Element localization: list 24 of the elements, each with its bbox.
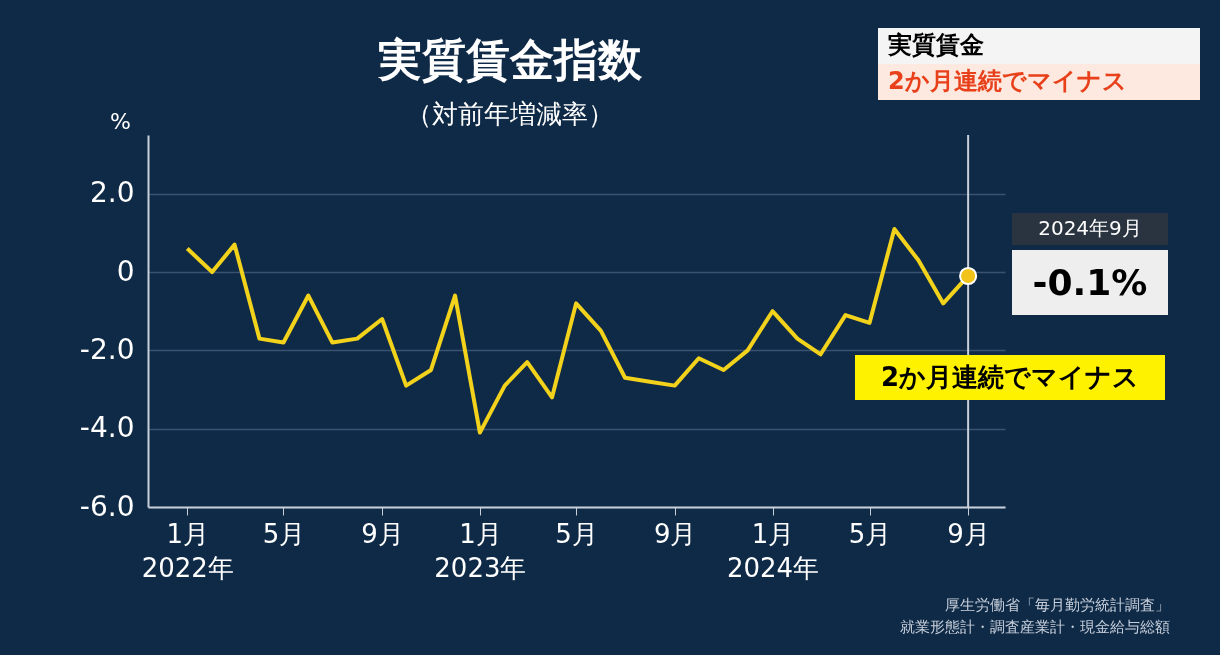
chart-title: 実質賃金指数 xyxy=(377,34,643,85)
text: -0.1% xyxy=(1032,262,1148,303)
x-tick-label: 9月 xyxy=(947,518,990,549)
y-tick-label: 2.0 xyxy=(89,176,135,210)
y-tick-label: -4.0 xyxy=(79,411,135,445)
x-tick-label: 1月 2024年 xyxy=(726,518,820,583)
y-tick-label: -6.0 xyxy=(79,489,135,523)
chart-subtitle: （対前年増減率） xyxy=(406,99,614,129)
text: 2か月連続でマイナス xyxy=(888,67,1127,95)
y-tick-label: 0 xyxy=(116,254,135,288)
x-tick-label: 5月 xyxy=(555,518,598,549)
x-tick-label: 5月 xyxy=(848,518,892,549)
annotation: 2か月連続でマイナス xyxy=(880,362,1140,392)
y-tick-label: -2.0 xyxy=(79,332,135,366)
text: 実質賃金 xyxy=(887,31,984,59)
text: 就業形態計・調査産業計・現金給与総額 xyxy=(900,618,1170,636)
x-tick-label: 1月 2023年 xyxy=(434,518,527,583)
x-tick-label: 9月 xyxy=(653,518,697,549)
text: 厚生労働省「毎月勤労統計調査」 xyxy=(945,596,1170,614)
x-tick-label: 5月 xyxy=(262,518,306,549)
text: 2024年9月 xyxy=(1038,216,1142,240)
x-tick-label: 1月 2022年 xyxy=(141,518,234,583)
y-axis-title: % xyxy=(110,108,131,134)
x-tick-label: 9月 xyxy=(361,518,404,549)
